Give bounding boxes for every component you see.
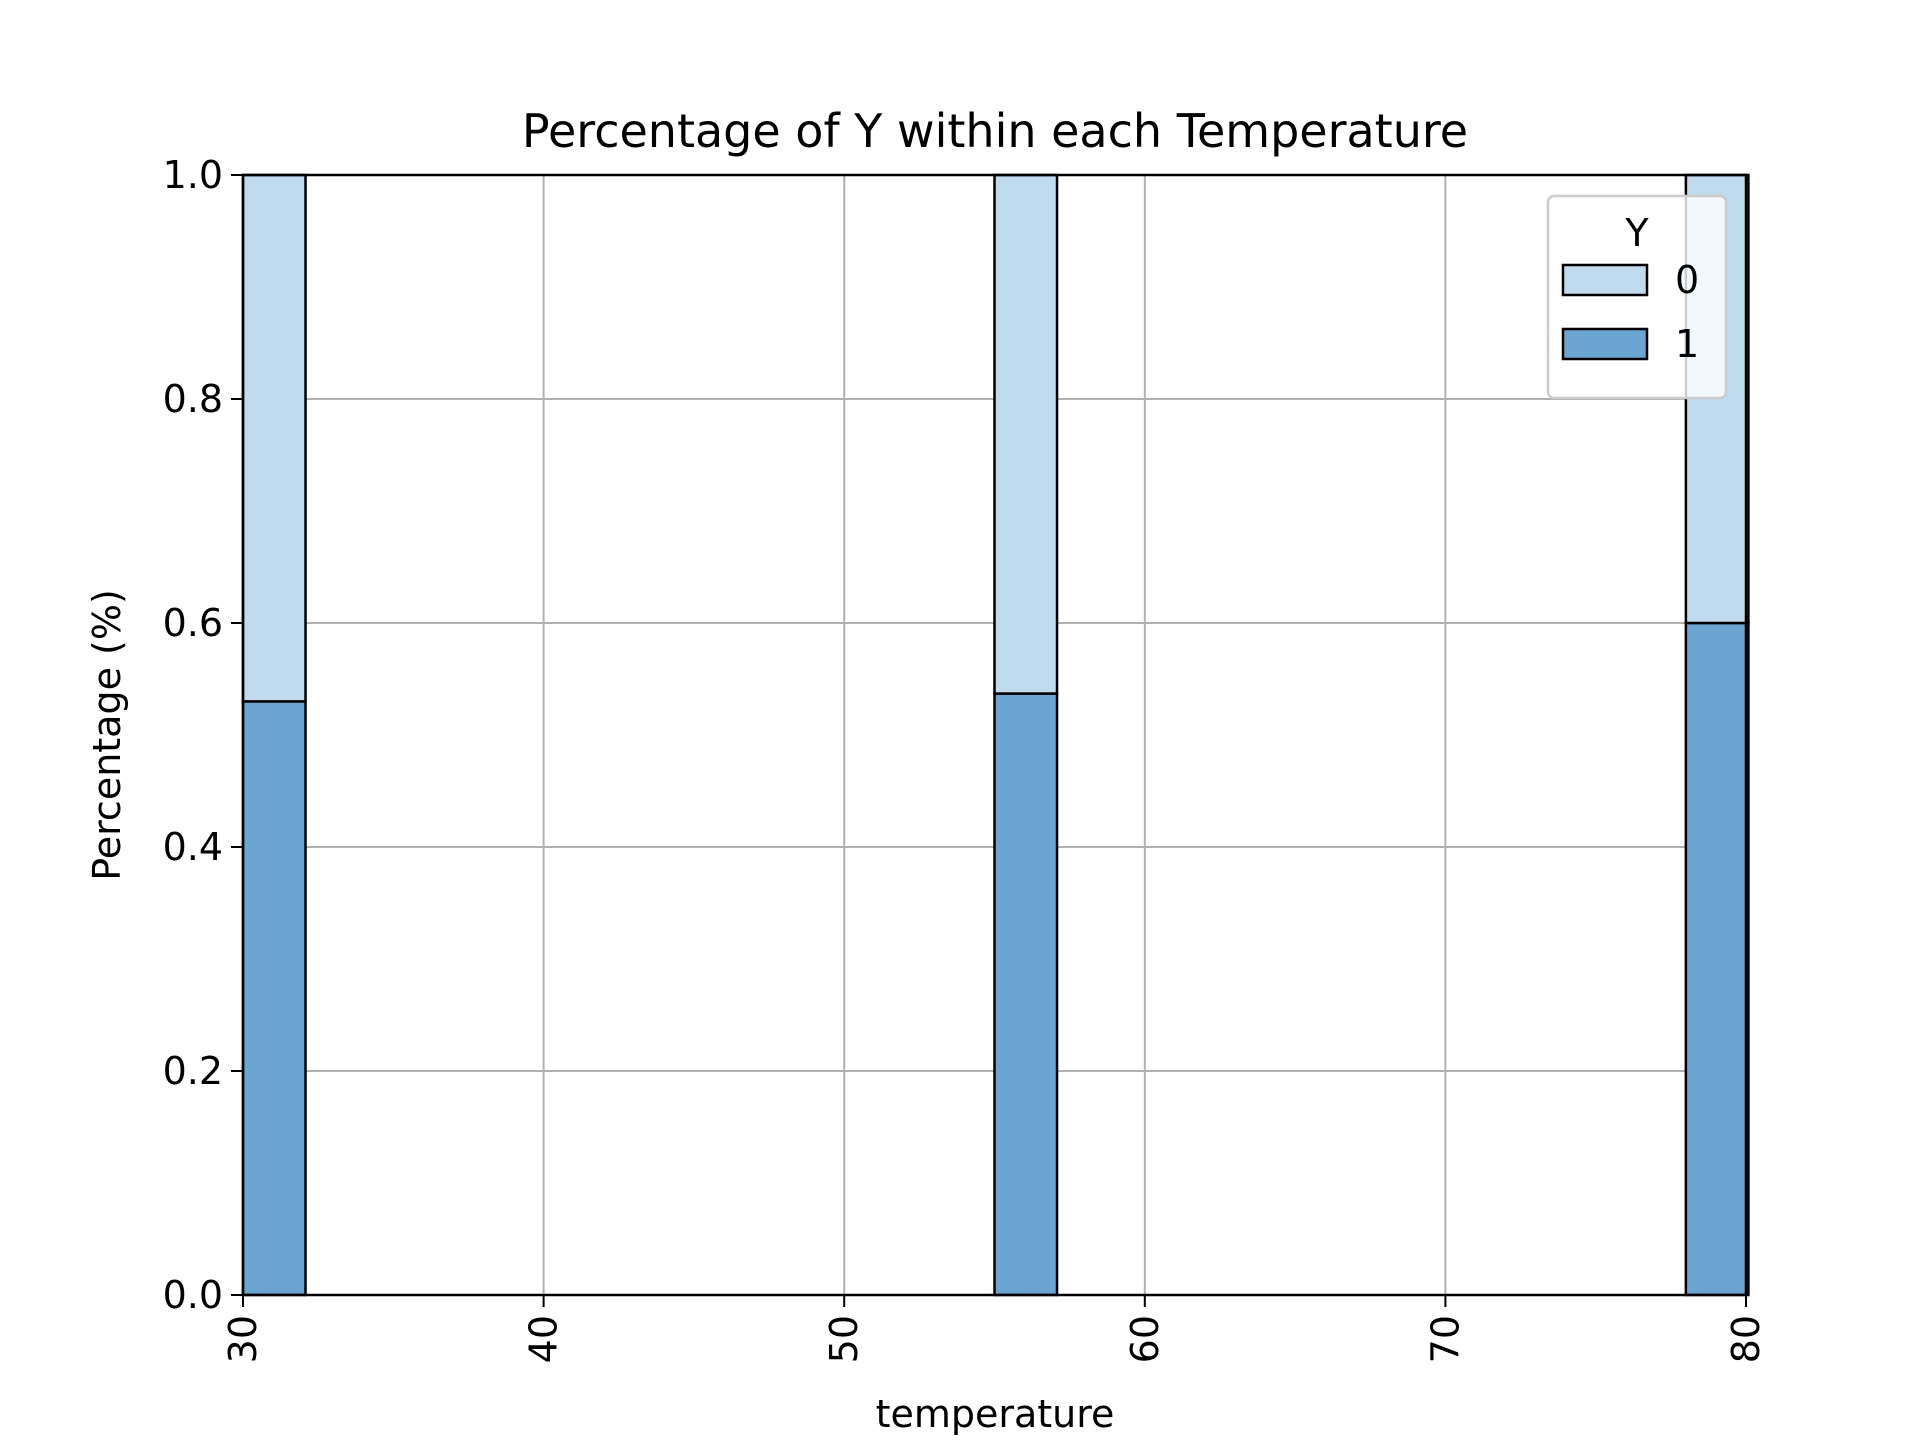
y-tick-label: 0.2 bbox=[163, 1049, 223, 1093]
bar-y0-30 bbox=[241, 173, 307, 703]
y-tick-label: 1.0 bbox=[163, 153, 223, 197]
bars bbox=[241, 173, 1750, 1297]
x-tick-label: 70 bbox=[1423, 1315, 1467, 1363]
x-axis: 30 40 50 60 70 80 bbox=[221, 1295, 1768, 1363]
bar-y1-78 bbox=[1684, 621, 1750, 1297]
y-tick-label: 0.8 bbox=[163, 377, 223, 421]
y-tick-label: 0.0 bbox=[163, 1273, 223, 1317]
x-axis-label: temperature bbox=[876, 1392, 1115, 1436]
x-tick-label: 50 bbox=[822, 1315, 866, 1363]
x-tick-label: 40 bbox=[522, 1315, 566, 1363]
bar-y1-30 bbox=[241, 700, 307, 1297]
plot-frame bbox=[241, 173, 1748, 1297]
legend: Y 0 1 bbox=[1546, 194, 1728, 400]
y-axis: 0.0 0.2 0.4 0.6 0.8 1.0 bbox=[163, 153, 243, 1317]
x-tick-label: 80 bbox=[1724, 1315, 1768, 1363]
bar-y0-55 bbox=[993, 173, 1059, 695]
legend-label-1: 1 bbox=[1675, 322, 1699, 366]
bar-y1-55 bbox=[993, 692, 1059, 1297]
y-axis-label: Percentage (%) bbox=[85, 589, 129, 881]
x-tick-label: 60 bbox=[1123, 1315, 1167, 1363]
y-tick-label: 0.6 bbox=[163, 601, 223, 645]
legend-swatch-1 bbox=[1561, 327, 1649, 361]
legend-label-0: 0 bbox=[1675, 258, 1699, 302]
y-tick-label: 0.4 bbox=[163, 825, 223, 869]
x-tick-label: 30 bbox=[221, 1315, 265, 1363]
legend-swatch-0 bbox=[1561, 263, 1649, 297]
chart-title: Percentage of Y within each Temperature bbox=[522, 104, 1468, 158]
legend-title: Y bbox=[1624, 211, 1649, 255]
